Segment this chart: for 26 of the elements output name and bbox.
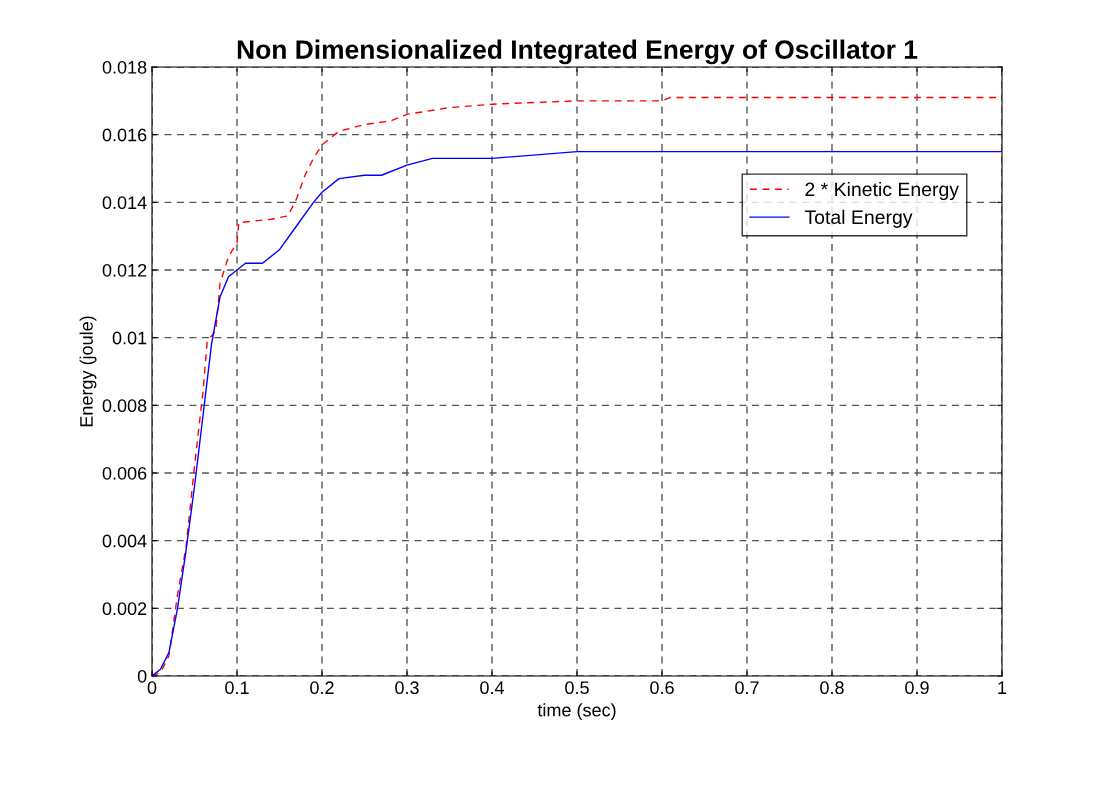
x-tick-label: 0.2 (310, 681, 334, 695)
x-tick-label: 1 (998, 681, 1007, 694)
x-tick-label: 0 (147, 681, 157, 695)
x-tick-label: 0.9 (905, 681, 929, 695)
chart-title: Non Dimensionalized Integrated Energy of Oscillator 1 (237, 39, 918, 65)
x-tick-label: 0.8 (820, 681, 844, 695)
legend-label: Total Energy (804, 209, 913, 228)
x-tick-label: 0.1 (225, 681, 249, 695)
legend-label: 2 * Kinetic Energy (805, 181, 959, 201)
x-tick-label: 0.5 (565, 681, 589, 695)
y-tick-label: 0.018 (102, 60, 147, 74)
y-tick-label: 0.01 (112, 331, 147, 345)
x-tick-label: 0.3 (395, 681, 419, 695)
y-tick-label: 0 (137, 669, 147, 683)
x-axis-title: time (sec) (537, 703, 616, 721)
x-tick-label: 0.6 (650, 681, 674, 695)
y-tick-label: 0.014 (102, 196, 147, 210)
y-tick-label: 0.004 (102, 534, 147, 548)
y-tick-label: 0.008 (102, 399, 147, 413)
x-tick-label: 0.4 (480, 681, 505, 695)
x-tick-label: 0.7 (735, 681, 759, 695)
y-axis-title: Energy (joule) (79, 316, 97, 427)
y-tick-label: 0.006 (102, 466, 147, 480)
y-tick-label: 0.012 (102, 263, 147, 277)
y-tick-label: 0.016 (102, 128, 147, 142)
y-tick-label: 0.002 (102, 602, 147, 616)
